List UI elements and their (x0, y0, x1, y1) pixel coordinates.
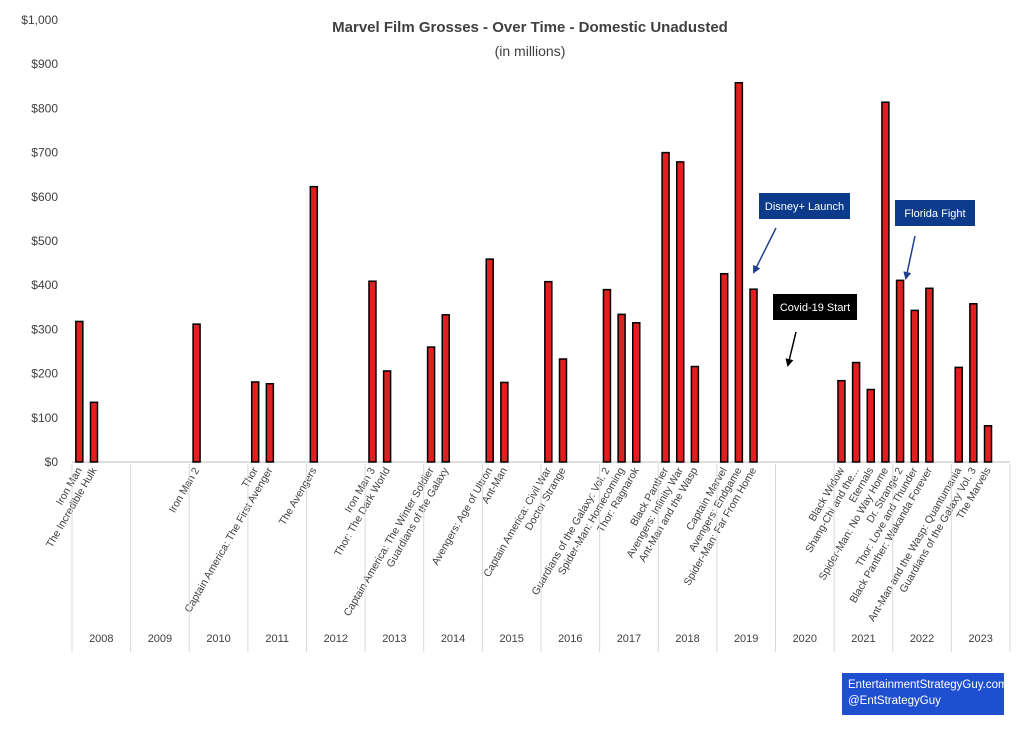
film-label: Captain America: The First Avenger (182, 465, 275, 615)
y-tick-label: $400 (31, 278, 58, 292)
bar (89, 401, 99, 463)
year-label: 2020 (793, 633, 817, 645)
year-label: 2015 (499, 633, 523, 645)
bar (382, 370, 392, 463)
annotation-box (759, 193, 850, 219)
year-label: 2017 (617, 633, 641, 645)
y-tick-label: $100 (31, 411, 58, 425)
credit-box: EntertainmentStrategyGuy.com @EntStrateg… (842, 673, 1008, 715)
y-tick-label: $800 (31, 101, 58, 115)
bar (749, 288, 758, 463)
bar (983, 425, 993, 463)
credit-handle[interactable]: @EntStrategyGuy (848, 695, 941, 707)
bar (617, 313, 626, 463)
bar (910, 309, 919, 463)
year-label: 2010 (206, 633, 230, 645)
bar (309, 185, 319, 463)
bar (250, 381, 260, 463)
year-label: 2018 (675, 633, 699, 645)
bar (265, 383, 275, 463)
annotation-arrow (753, 227, 777, 274)
bar (485, 258, 494, 463)
bar (661, 151, 670, 463)
year-label: 2011 (265, 633, 289, 645)
bar (602, 288, 612, 463)
y-tick-label: $700 (31, 146, 58, 160)
bar (690, 365, 700, 463)
bar (895, 279, 905, 463)
annotation-label: Disney+ Launch (765, 201, 844, 213)
annotation-label: Covid-19 Start (780, 302, 850, 314)
y-tick-label: $500 (31, 234, 58, 248)
year-label: 2019 (734, 633, 758, 645)
y-tick-label: $200 (31, 367, 58, 381)
y-tick-label: $300 (31, 322, 58, 336)
bar (925, 287, 934, 463)
chart-title: Marvel Film Grosses - Over Time - Domest… (332, 19, 728, 36)
bar (675, 161, 685, 463)
year-label: 2009 (148, 633, 172, 645)
bars (72, 82, 1010, 463)
bar (734, 82, 744, 463)
annotation-arrow (785, 331, 797, 367)
year-axis: 2008 2009 2010 2011 2012 2013 2014 2015 2016 2017… (71, 464, 1011, 652)
y-tick-label: $0 (45, 455, 59, 469)
bar (719, 272, 729, 463)
year-label: 2013 (382, 633, 406, 645)
bar (851, 361, 861, 463)
bar (75, 320, 84, 463)
credit-website[interactable]: EntertainmentStrategyGuy.com (848, 679, 1008, 691)
year-label: 2022 (910, 633, 934, 645)
year-label: 2014 (441, 633, 465, 645)
annotation-box (895, 200, 975, 226)
film-label: Iron Man 2 (167, 465, 203, 515)
film-label: The Avengers (277, 466, 320, 528)
year-label: 2012 (324, 633, 348, 645)
annotations: Disney+ Launch Covid-19 Start Florida Figh… (753, 193, 975, 367)
bar (558, 358, 568, 463)
bar (837, 379, 846, 463)
bar (500, 381, 509, 463)
annotation-box (773, 294, 857, 320)
bar (866, 388, 876, 463)
bar (441, 314, 450, 463)
y-tick-label: $1,000 (21, 13, 58, 27)
bar (881, 101, 890, 463)
chart-subtitle: (in millions) (495, 43, 566, 59)
year-label: 2023 (968, 633, 992, 645)
bar (969, 303, 978, 463)
y-axis: $0 $100 $200 $300 $400 $500 $600 $700 $800 $900 $1… (21, 13, 58, 469)
y-tick-label: $600 (31, 190, 58, 204)
y-tick-label: $900 (31, 57, 58, 71)
bar (544, 280, 553, 463)
bar (954, 366, 963, 463)
bar (426, 346, 436, 463)
bar (368, 280, 377, 463)
bar (632, 322, 641, 463)
bar (192, 323, 201, 463)
year-label: 2016 (558, 633, 582, 645)
annotation-label: Florida Fight (904, 208, 965, 220)
year-label: 2008 (89, 633, 113, 645)
annotation-arrow (903, 235, 916, 280)
year-label: 2021 (851, 633, 875, 645)
